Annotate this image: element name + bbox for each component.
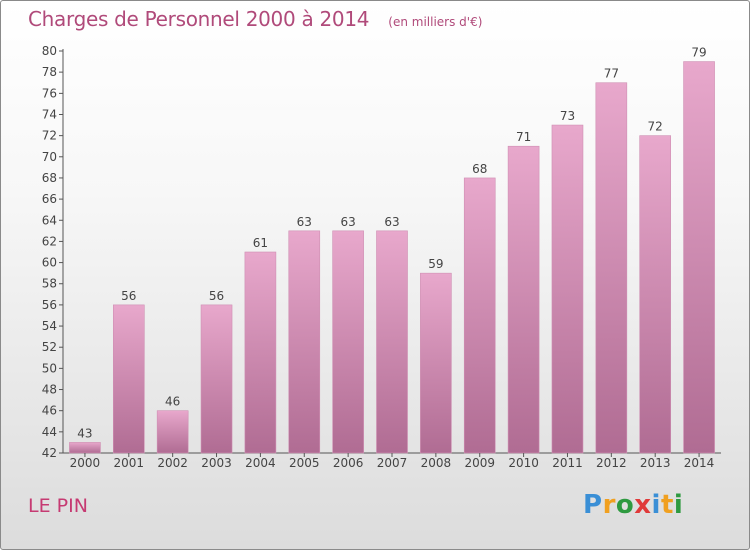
bar xyxy=(639,135,672,454)
bar-value-label: 71 xyxy=(516,130,531,144)
y-tick-label: 78 xyxy=(42,65,57,79)
x-tick-label: 2009 xyxy=(464,456,495,470)
y-tick-label: 66 xyxy=(42,192,57,206)
logo-letter: i xyxy=(673,490,684,520)
bar xyxy=(69,442,101,454)
bar-value-label: 72 xyxy=(648,120,663,134)
bar xyxy=(288,230,321,454)
y-tick-label: 46 xyxy=(42,404,57,418)
bar-value-label: 63 xyxy=(384,215,399,229)
bar-value-label: 63 xyxy=(297,215,312,229)
bar xyxy=(507,145,540,454)
bar xyxy=(156,410,189,454)
x-tick-label: 2014 xyxy=(684,456,715,470)
x-tick-label: 2003 xyxy=(201,456,232,470)
y-tick-label: 54 xyxy=(42,319,57,333)
y-tick-label: 44 xyxy=(42,425,57,439)
logo-letter: o xyxy=(615,490,635,520)
bar xyxy=(113,304,145,454)
x-tick-label: 2001 xyxy=(114,456,145,470)
y-tick-label: 74 xyxy=(42,107,57,121)
y-tick-label: 48 xyxy=(42,383,57,397)
y-tick-label: 80 xyxy=(42,44,57,58)
bar-value-label: 56 xyxy=(121,289,136,303)
y-tick-label: 76 xyxy=(42,86,57,100)
x-tick-label: 2008 xyxy=(421,456,452,470)
logo-letter: i xyxy=(651,490,661,520)
bar-value-label: 63 xyxy=(340,215,355,229)
x-tick-label: 2012 xyxy=(596,456,627,470)
bar xyxy=(376,230,408,454)
x-tick-label: 2007 xyxy=(377,456,408,470)
y-tick-label: 64 xyxy=(42,213,57,227)
bar-value-label: 68 xyxy=(472,162,487,176)
y-tick-label: 60 xyxy=(42,256,57,270)
logo-letter: x xyxy=(634,490,652,520)
bar xyxy=(420,272,452,454)
logo-letter: P xyxy=(583,490,603,520)
x-tick-label: 2006 xyxy=(333,456,364,470)
y-tick-label: 56 xyxy=(42,298,57,312)
bar xyxy=(244,251,277,454)
chart-title-group: Charges de Personnel 2000 à 2014 (en mil… xyxy=(28,7,482,31)
chart-title: Charges de Personnel 2000 à 2014 xyxy=(28,7,370,31)
y-tick-label: 72 xyxy=(42,129,57,143)
x-tick-label: 2002 xyxy=(157,456,188,470)
logo-letter: r xyxy=(602,490,616,520)
x-tick-label: 2013 xyxy=(640,456,671,470)
bar xyxy=(595,82,628,454)
bar xyxy=(683,61,715,454)
bar-value-label: 77 xyxy=(604,67,619,81)
y-tick-label: 52 xyxy=(42,340,57,354)
bar-value-label: 46 xyxy=(165,395,180,409)
bar xyxy=(551,124,584,454)
y-tick-label: 68 xyxy=(42,171,57,185)
y-tick-label: 70 xyxy=(42,150,57,164)
bar-value-label: 59 xyxy=(428,257,443,271)
y-tick-label: 58 xyxy=(42,277,57,291)
x-tick-label: 2004 xyxy=(245,456,276,470)
y-tick-label: 50 xyxy=(42,361,57,375)
y-tick-label: 42 xyxy=(42,446,57,460)
bar-value-label: 43 xyxy=(77,426,92,440)
x-tick-label: 2011 xyxy=(552,456,583,470)
commune-name: LE PIN xyxy=(28,495,88,517)
bar-value-label: 61 xyxy=(253,236,268,250)
x-tick-label: 2010 xyxy=(508,456,539,470)
bar xyxy=(332,230,364,454)
bar xyxy=(200,304,233,454)
logo-letter: t xyxy=(660,490,674,520)
bar xyxy=(463,177,496,454)
chart-unit: (en milliers d'€) xyxy=(388,15,483,29)
bar-value-label: 73 xyxy=(560,109,575,123)
bar-value-label: 56 xyxy=(209,289,224,303)
x-tick-label: 2005 xyxy=(289,456,320,470)
y-tick-label: 62 xyxy=(42,234,57,248)
x-tick-label: 2000 xyxy=(70,456,101,470)
proxiti-logo: Proxiti xyxy=(583,490,683,520)
bar-value-label: 79 xyxy=(691,46,706,60)
